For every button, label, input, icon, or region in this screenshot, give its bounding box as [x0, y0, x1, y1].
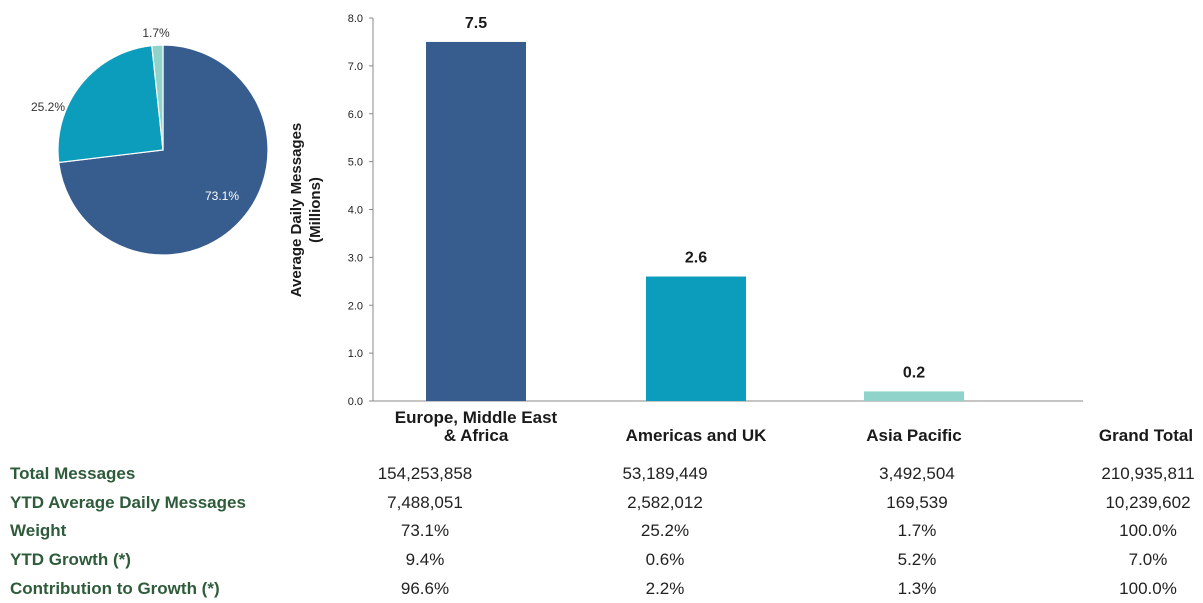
- bar: [864, 391, 964, 401]
- y-tick-label: 1.0: [348, 348, 363, 360]
- y-axis-title: Average Daily Messages: [288, 123, 305, 298]
- y-tick-label: 3.0: [348, 252, 363, 264]
- grand-total-header: Grand Total: [1099, 426, 1193, 445]
- table-cell: 1.3%: [897, 578, 937, 598]
- table-cell: 2,582,012: [627, 492, 703, 512]
- y-tick-label: 7.0: [348, 61, 363, 73]
- x-category-label: & Africa: [444, 426, 509, 445]
- x-category-label: Asia Pacific: [866, 426, 961, 445]
- table-cell: 96.6%: [400, 578, 450, 598]
- chart-area: 73.1% 25.2% 1.7% 0.0 1.0 2.0 3.0 4.0 5.0 6.0 7.0 8…: [31, 13, 1193, 445]
- table-cell: 7,488,051: [387, 492, 463, 512]
- pie-chart: 73.1% 25.2% 1.7%: [31, 26, 269, 256]
- table-cell: 100.0%: [1119, 578, 1177, 598]
- pie-slice-label: 73.1%: [205, 189, 239, 203]
- row-label: Contribution to Growth (*): [10, 578, 220, 598]
- bar: [426, 41, 526, 401]
- table-row: Total Messages 154,253,858 53,189,449 3,492…: [10, 460, 1203, 489]
- table-cell: 10,239,602: [1105, 492, 1191, 512]
- row-label: Weight: [10, 521, 67, 541]
- bar-value-label: 2.6: [685, 250, 707, 267]
- table-cell: 169,539: [886, 492, 948, 512]
- table-row: YTD Average Daily Messages 7,488,051 2,582…: [10, 489, 1203, 518]
- pie-slice: [151, 44, 164, 151]
- bar-chart: 0.0 1.0 2.0 3.0 4.0 5.0 6.0 7.0 8.0 Average Daily…: [288, 13, 1083, 445]
- table-cell: 9.4%: [405, 550, 445, 570]
- table-cell: 154,253,858: [377, 464, 473, 484]
- pie-slice-label: 25.2%: [31, 100, 65, 114]
- y-tick-label: 6.0: [348, 109, 363, 121]
- pie-slice: [57, 44, 164, 164]
- y-tick-label: 4.0: [348, 205, 363, 217]
- y-tick-label: 0.0: [348, 396, 363, 408]
- table-row: Weight 73.1% 25.2% 1.7% 100.0%: [10, 517, 1203, 546]
- bar-value-label: 7.5: [465, 15, 487, 32]
- table-cell: 100.0%: [1119, 521, 1177, 541]
- table-cell: 0.6%: [645, 550, 685, 570]
- y-tick-label: 8.0: [348, 13, 363, 25]
- y-tick-label: 2.0: [348, 300, 363, 312]
- row-label: YTD Average Daily Messages: [10, 492, 246, 512]
- row-label: Total Messages: [10, 464, 136, 484]
- pie-slice-label: 1.7%: [142, 26, 170, 40]
- table-cell: 210,935,811: [1101, 464, 1195, 484]
- y-axis-title-units: (Millions): [307, 177, 324, 243]
- bar: [646, 276, 746, 401]
- row-label: YTD Growth (*): [10, 550, 131, 570]
- table-cell: 5.2%: [897, 550, 937, 570]
- table-cell: 25.2%: [640, 521, 690, 541]
- summary-table: Total Messages 154,253,858 53,189,449 3,492…: [10, 460, 1203, 603]
- x-category-label: Americas and UK: [626, 426, 767, 445]
- table-cell: 73.1%: [400, 521, 450, 541]
- table-row: Contribution to Growth (*) 96.6% 2.2% 1.3% 1…: [10, 574, 1203, 603]
- table-row: YTD Growth (*) 9.4% 0.6% 5.2% 7.0%: [10, 546, 1203, 575]
- table-cell: 53,189,449: [622, 464, 708, 484]
- bar-value-label: 0.2: [903, 364, 925, 381]
- x-category-label: Europe, Middle East: [395, 408, 558, 427]
- table-cell: 7.0%: [1128, 550, 1168, 570]
- table-cell: 3,492,504: [879, 464, 955, 484]
- table-cell: 1.7%: [897, 521, 937, 541]
- y-tick-label: 5.0: [348, 157, 363, 169]
- table-cell: 2.2%: [645, 578, 685, 598]
